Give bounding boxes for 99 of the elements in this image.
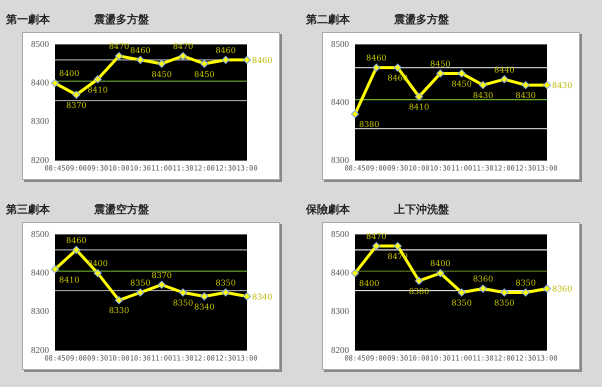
point xyxy=(72,90,80,99)
data-label: 8430 xyxy=(552,81,572,90)
data-label: 8350 xyxy=(172,298,194,308)
data-label: 8400 xyxy=(59,69,80,78)
point xyxy=(94,75,102,84)
data-label: 8450 xyxy=(194,70,215,79)
data-label: 8350 xyxy=(451,298,472,308)
data-label: 8350 xyxy=(494,298,515,308)
data-label: 8350 xyxy=(215,278,236,288)
point xyxy=(158,280,166,289)
chart-title: 第二劇本 xyxy=(306,12,351,27)
point xyxy=(479,284,487,293)
point xyxy=(115,52,123,60)
data-label: 8340 xyxy=(252,292,272,302)
point xyxy=(436,269,444,278)
point xyxy=(522,81,530,90)
data-label: 8410 xyxy=(87,85,108,94)
point xyxy=(51,79,59,88)
y-tick-label: 8500 xyxy=(31,38,50,49)
point xyxy=(351,110,359,118)
chart-subtitle: 上下沖洗盤 xyxy=(394,202,449,217)
point xyxy=(372,242,380,250)
point xyxy=(158,60,166,68)
data-label: 8470 xyxy=(366,232,387,242)
data-label: 8360 xyxy=(552,284,572,294)
data-label: 8410 xyxy=(408,102,430,112)
point xyxy=(115,296,123,304)
data-label: 8440 xyxy=(494,65,515,74)
point xyxy=(222,56,230,64)
chart-title: 第三劇本 xyxy=(6,202,51,217)
chart-subtitle: 震盪多方盤 xyxy=(94,12,149,27)
y-tick-label: 8300 xyxy=(31,306,50,316)
point xyxy=(136,288,144,296)
point xyxy=(200,292,208,300)
point xyxy=(179,288,187,296)
data-label: 8460 xyxy=(366,54,387,63)
y-tick-label: 8400 xyxy=(31,267,50,278)
data-label: 8370 xyxy=(151,270,172,280)
data-label: 8460 xyxy=(252,56,272,65)
y-tick-label: 8300 xyxy=(331,306,350,316)
point xyxy=(479,81,487,90)
point xyxy=(200,60,208,68)
data-label: 8430 xyxy=(472,91,494,100)
data-label: 8360 xyxy=(472,274,494,284)
data-label: 8330 xyxy=(108,306,130,316)
point xyxy=(543,284,551,293)
data-label: 8340 xyxy=(194,302,215,312)
point xyxy=(243,56,251,64)
y-tick-label: 8500 xyxy=(331,38,350,49)
data-label: 8370 xyxy=(66,100,87,110)
data-label: 8350 xyxy=(130,278,151,288)
data-label: 8460 xyxy=(215,46,236,55)
data-label: 8410 xyxy=(59,275,80,284)
point xyxy=(500,75,508,84)
y-tick-label: 8400 xyxy=(331,267,350,278)
point xyxy=(415,92,423,101)
point xyxy=(372,64,380,72)
data-label: 8470 xyxy=(108,42,130,52)
point xyxy=(458,288,466,296)
chart-subtitle: 震盪空方盤 xyxy=(94,202,149,217)
y-tick-label: 8400 xyxy=(31,77,50,88)
point xyxy=(72,246,80,254)
data-label: 8400 xyxy=(359,279,380,288)
data-label: 8470 xyxy=(172,42,194,52)
data-label: 8450 xyxy=(151,70,172,79)
point xyxy=(522,288,530,296)
data-label: 8460 xyxy=(130,46,151,55)
y-tick-label: 8200 xyxy=(31,344,50,355)
data-label: 8460 xyxy=(66,236,87,245)
point xyxy=(415,276,423,285)
point xyxy=(394,242,402,250)
point xyxy=(222,288,230,296)
point xyxy=(436,69,444,78)
point xyxy=(394,64,402,72)
point xyxy=(94,269,102,278)
data-label: 8430 xyxy=(515,91,536,100)
point xyxy=(351,269,359,278)
y-tick-label: 8200 xyxy=(331,344,350,355)
y-tick-label: 8400 xyxy=(331,96,350,107)
point xyxy=(500,288,508,296)
point xyxy=(543,81,551,90)
data-label: 8450 xyxy=(430,59,451,68)
y-tick-label: 8500 xyxy=(31,228,50,239)
chart-title: 保險劇本 xyxy=(306,202,351,217)
point xyxy=(458,69,466,78)
data-label: 8380 xyxy=(359,120,380,130)
y-tick-label: 8200 xyxy=(31,154,50,165)
y-tick-label: 8300 xyxy=(331,154,350,165)
point xyxy=(243,292,251,300)
point xyxy=(179,52,187,60)
point xyxy=(51,265,59,274)
data-label: 8350 xyxy=(515,278,536,288)
chart-subtitle: 震盪多方盤 xyxy=(394,12,449,27)
y-tick-label: 8300 xyxy=(31,116,50,126)
data-label: 8450 xyxy=(451,79,472,88)
data-label: 8400 xyxy=(430,259,451,268)
chart-title: 第一劇本 xyxy=(6,12,51,27)
y-tick-label: 8500 xyxy=(331,228,350,239)
point xyxy=(136,56,144,64)
